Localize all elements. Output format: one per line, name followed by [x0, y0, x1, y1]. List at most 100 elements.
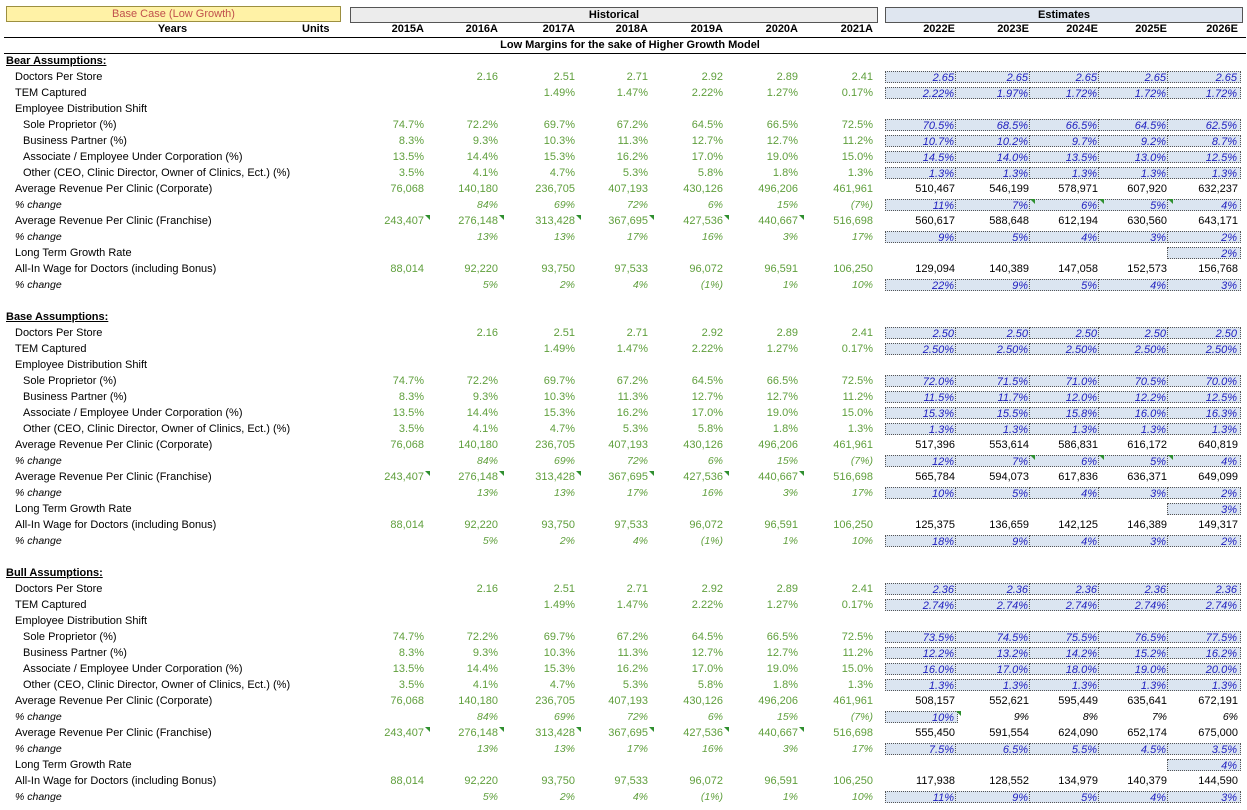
value-cell[interactable]: 510,467 — [915, 183, 955, 195]
estimate-input-cell[interactable]: 3% — [1167, 279, 1241, 292]
estimate-input-cell[interactable]: 12.5% — [1167, 391, 1241, 404]
estimate-input-cell[interactable]: 2.74% — [1098, 599, 1170, 612]
estimate-input-cell[interactable]: 19.0% — [1098, 663, 1170, 676]
estimate-input-cell[interactable]: 75.5% — [1029, 631, 1101, 644]
estimate-input-cell[interactable]: 12.2% — [1098, 391, 1170, 404]
estimate-input-cell[interactable]: 71.0% — [1029, 375, 1101, 388]
estimate-input-cell[interactable]: 14.2% — [1029, 647, 1101, 660]
estimate-input-cell[interactable]: 10% — [885, 711, 958, 724]
estimate-input-cell[interactable]: 2.50 — [1167, 327, 1241, 340]
value-cell[interactable]: 640,819 — [1198, 439, 1238, 451]
estimate-input-cell[interactable]: 5% — [1098, 199, 1170, 212]
estimate-input-cell[interactable]: 1.3% — [955, 167, 1032, 180]
value-cell[interactable]: 607,920 — [1127, 183, 1167, 195]
estimate-input-cell[interactable]: 11% — [885, 199, 958, 212]
estimate-input-cell[interactable]: 2.50 — [885, 327, 958, 340]
estimate-input-cell[interactable]: 7% — [955, 455, 1032, 468]
estimate-input-cell[interactable]: 2.50 — [1029, 327, 1101, 340]
estimate-input-cell[interactable]: 2.74% — [885, 599, 958, 612]
value-cell[interactable]: 546,199 — [989, 183, 1029, 195]
value-cell[interactable]: 140,389 — [989, 263, 1029, 275]
estimate-input-cell[interactable]: 2.50 — [955, 327, 1032, 340]
estimate-input-cell[interactable]: 2.74% — [1029, 599, 1101, 612]
value-cell[interactable]: 672,191 — [1198, 695, 1238, 707]
value-cell[interactable]: 136,659 — [989, 519, 1029, 531]
estimate-input-cell[interactable]: 16.2% — [1167, 647, 1241, 660]
estimate-input-cell[interactable]: 2.74% — [955, 599, 1032, 612]
estimate-input-cell[interactable]: 71.5% — [955, 375, 1032, 388]
estimate-input-cell[interactable]: 3% — [1098, 231, 1170, 244]
estimate-input-cell[interactable]: 2.65 — [955, 71, 1032, 84]
estimate-input-cell[interactable]: 2.50% — [1098, 343, 1170, 356]
estimate-input-cell[interactable]: 73.5% — [885, 631, 958, 644]
estimate-input-cell[interactable]: 7.5% — [885, 743, 958, 756]
estimate-input-cell[interactable]: 2.50% — [885, 343, 958, 356]
value-cell[interactable]: 508,157 — [915, 695, 955, 707]
estimate-input-cell[interactable]: 3.5% — [1167, 743, 1241, 756]
estimate-input-cell[interactable]: 4% — [1098, 279, 1170, 292]
value-cell[interactable]: 149,317 — [1198, 519, 1238, 531]
estimate-input-cell[interactable]: 2.65 — [1029, 71, 1101, 84]
estimate-input-cell[interactable]: 2.50% — [1029, 343, 1101, 356]
value-cell[interactable]: 617,836 — [1058, 471, 1098, 483]
value-cell[interactable]: 588,648 — [989, 215, 1029, 227]
estimate-input-cell[interactable]: 5.5% — [1029, 743, 1101, 756]
estimate-input-cell[interactable]: 4% — [1167, 759, 1241, 772]
estimate-input-cell[interactable]: 1.3% — [1098, 167, 1170, 180]
estimate-input-cell[interactable]: 13.5% — [1029, 151, 1101, 164]
value-cell[interactable]: 594,073 — [989, 471, 1029, 483]
estimate-input-cell[interactable]: 4% — [1167, 455, 1241, 468]
estimate-input-cell[interactable]: 2.36 — [955, 583, 1032, 596]
value-cell[interactable]: 6% — [1222, 711, 1238, 723]
value-cell[interactable]: 649,099 — [1198, 471, 1238, 483]
estimate-input-cell[interactable]: 2.50% — [955, 343, 1032, 356]
estimate-input-cell[interactable]: 14.5% — [885, 151, 958, 164]
value-cell[interactable]: 632,237 — [1198, 183, 1238, 195]
estimate-input-cell[interactable]: 11.7% — [955, 391, 1032, 404]
value-cell[interactable]: 652,174 — [1127, 727, 1167, 739]
estimate-input-cell[interactable]: 1.3% — [1029, 679, 1101, 692]
value-cell[interactable]: 553,614 — [989, 439, 1029, 451]
value-cell[interactable]: 117,938 — [916, 775, 955, 787]
estimate-input-cell[interactable]: 6% — [1029, 455, 1101, 468]
estimate-input-cell[interactable]: 2% — [1167, 231, 1241, 244]
estimate-input-cell[interactable]: 1.97% — [955, 87, 1032, 100]
estimate-input-cell[interactable]: 70.0% — [1167, 375, 1241, 388]
value-cell[interactable]: 140,379 — [1127, 775, 1167, 787]
estimate-input-cell[interactable]: 16.3% — [1167, 407, 1241, 420]
estimate-input-cell[interactable]: 15.5% — [955, 407, 1032, 420]
estimate-input-cell[interactable]: 1.3% — [885, 679, 958, 692]
estimate-input-cell[interactable]: 6% — [1029, 199, 1101, 212]
estimate-input-cell[interactable]: 5% — [1029, 279, 1101, 292]
estimate-input-cell[interactable]: 72.0% — [885, 375, 958, 388]
estimate-input-cell[interactable]: 16.0% — [1098, 407, 1170, 420]
estimate-input-cell[interactable]: 1.3% — [1167, 167, 1241, 180]
estimate-input-cell[interactable]: 5% — [1098, 455, 1170, 468]
estimate-input-cell[interactable]: 11% — [885, 791, 958, 804]
estimate-input-cell[interactable]: 11.5% — [885, 391, 958, 404]
estimate-input-cell[interactable]: 7% — [955, 199, 1032, 212]
estimate-input-cell[interactable]: 13.0% — [1098, 151, 1170, 164]
estimate-input-cell[interactable]: 15.8% — [1029, 407, 1101, 420]
estimate-input-cell[interactable]: 2.36 — [1098, 583, 1170, 596]
value-cell[interactable]: 595,449 — [1058, 695, 1098, 707]
value-cell[interactable]: 560,617 — [915, 215, 955, 227]
estimate-input-cell[interactable]: 2.36 — [885, 583, 958, 596]
value-cell[interactable]: 591,554 — [989, 727, 1029, 739]
estimate-input-cell[interactable]: 16.0% — [885, 663, 958, 676]
estimate-input-cell[interactable]: 3% — [1167, 791, 1241, 804]
value-cell[interactable]: 142,125 — [1058, 519, 1098, 531]
estimate-input-cell[interactable]: 9.7% — [1029, 135, 1101, 148]
estimate-input-cell[interactable]: 1.3% — [1029, 167, 1101, 180]
estimate-input-cell[interactable]: 22% — [885, 279, 958, 292]
value-cell[interactable]: 675,000 — [1198, 727, 1238, 739]
estimate-input-cell[interactable]: 18.0% — [1029, 663, 1101, 676]
estimate-input-cell[interactable]: 3% — [1098, 535, 1170, 548]
estimate-input-cell[interactable]: 15.3% — [885, 407, 958, 420]
estimate-input-cell[interactable]: 4% — [1098, 791, 1170, 804]
estimate-input-cell[interactable]: 5% — [955, 487, 1032, 500]
value-cell[interactable]: 552,621 — [989, 695, 1029, 707]
estimate-input-cell[interactable]: 2.65 — [1167, 71, 1241, 84]
estimate-input-cell[interactable]: 10% — [885, 487, 958, 500]
estimate-input-cell[interactable]: 8.7% — [1167, 135, 1241, 148]
